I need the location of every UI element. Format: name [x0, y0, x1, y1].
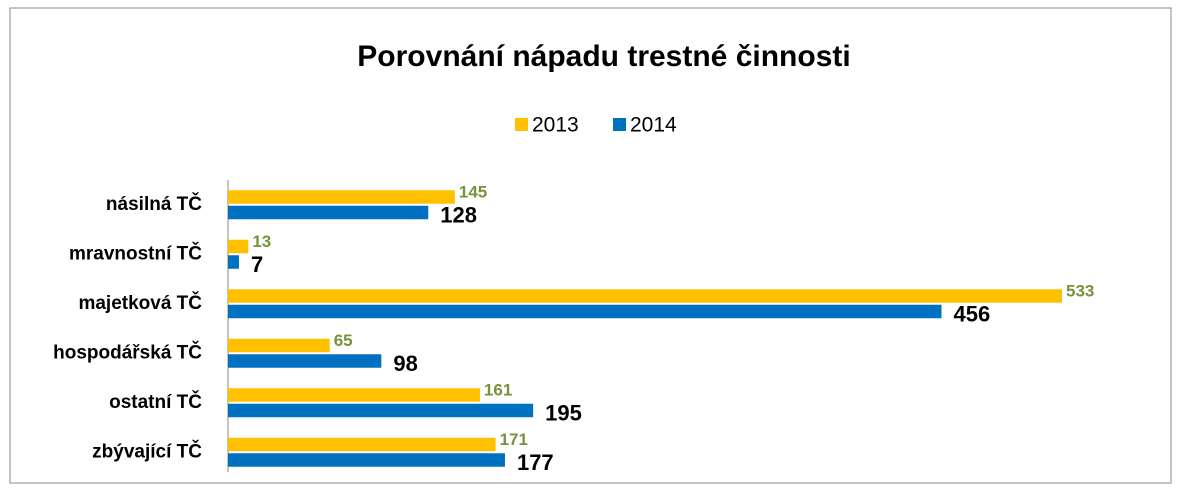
- bar: [228, 338, 330, 353]
- bar: [228, 289, 1062, 303]
- data-label: 7: [251, 252, 263, 277]
- bar: [228, 453, 505, 467]
- data-label: 128: [440, 202, 477, 227]
- bar: [228, 255, 239, 269]
- legend-label: 2014: [630, 114, 677, 137]
- chart-title: Porovnání nápadu trestné činnosti: [357, 40, 850, 73]
- data-label: 145: [459, 182, 487, 201]
- bar: [228, 190, 455, 204]
- data-label: 533: [1066, 281, 1094, 300]
- data-label: 161: [484, 380, 512, 399]
- data-label: 195: [545, 400, 582, 425]
- bar: [228, 437, 496, 452]
- data-label: 177: [517, 450, 554, 475]
- bar: [228, 354, 382, 368]
- chart-frame: [9, 7, 1172, 484]
- data-label: 65: [334, 331, 353, 350]
- data-label: 98: [393, 351, 417, 376]
- legend-label: 2013: [532, 114, 579, 137]
- bar: [228, 205, 429, 220]
- legend-swatch: [613, 118, 626, 131]
- legend-swatch: [515, 118, 528, 131]
- y-tick-label: násilná TČ: [106, 193, 202, 215]
- y-tick-label: zbývající TČ: [92, 440, 202, 462]
- bar: [228, 239, 249, 254]
- y-tick-label: ostatní TČ: [109, 391, 202, 413]
- y-tick-label: majetková TČ: [78, 292, 202, 314]
- data-label: 13: [252, 232, 271, 251]
- bar: [228, 388, 480, 402]
- bar: [228, 403, 534, 418]
- y-tick-label: mravnostní TČ: [69, 242, 202, 264]
- data-label: 171: [500, 430, 528, 449]
- y-tick-label: hospodářská TČ: [53, 341, 202, 363]
- bar: [228, 304, 942, 319]
- data-label: 456: [954, 301, 991, 326]
